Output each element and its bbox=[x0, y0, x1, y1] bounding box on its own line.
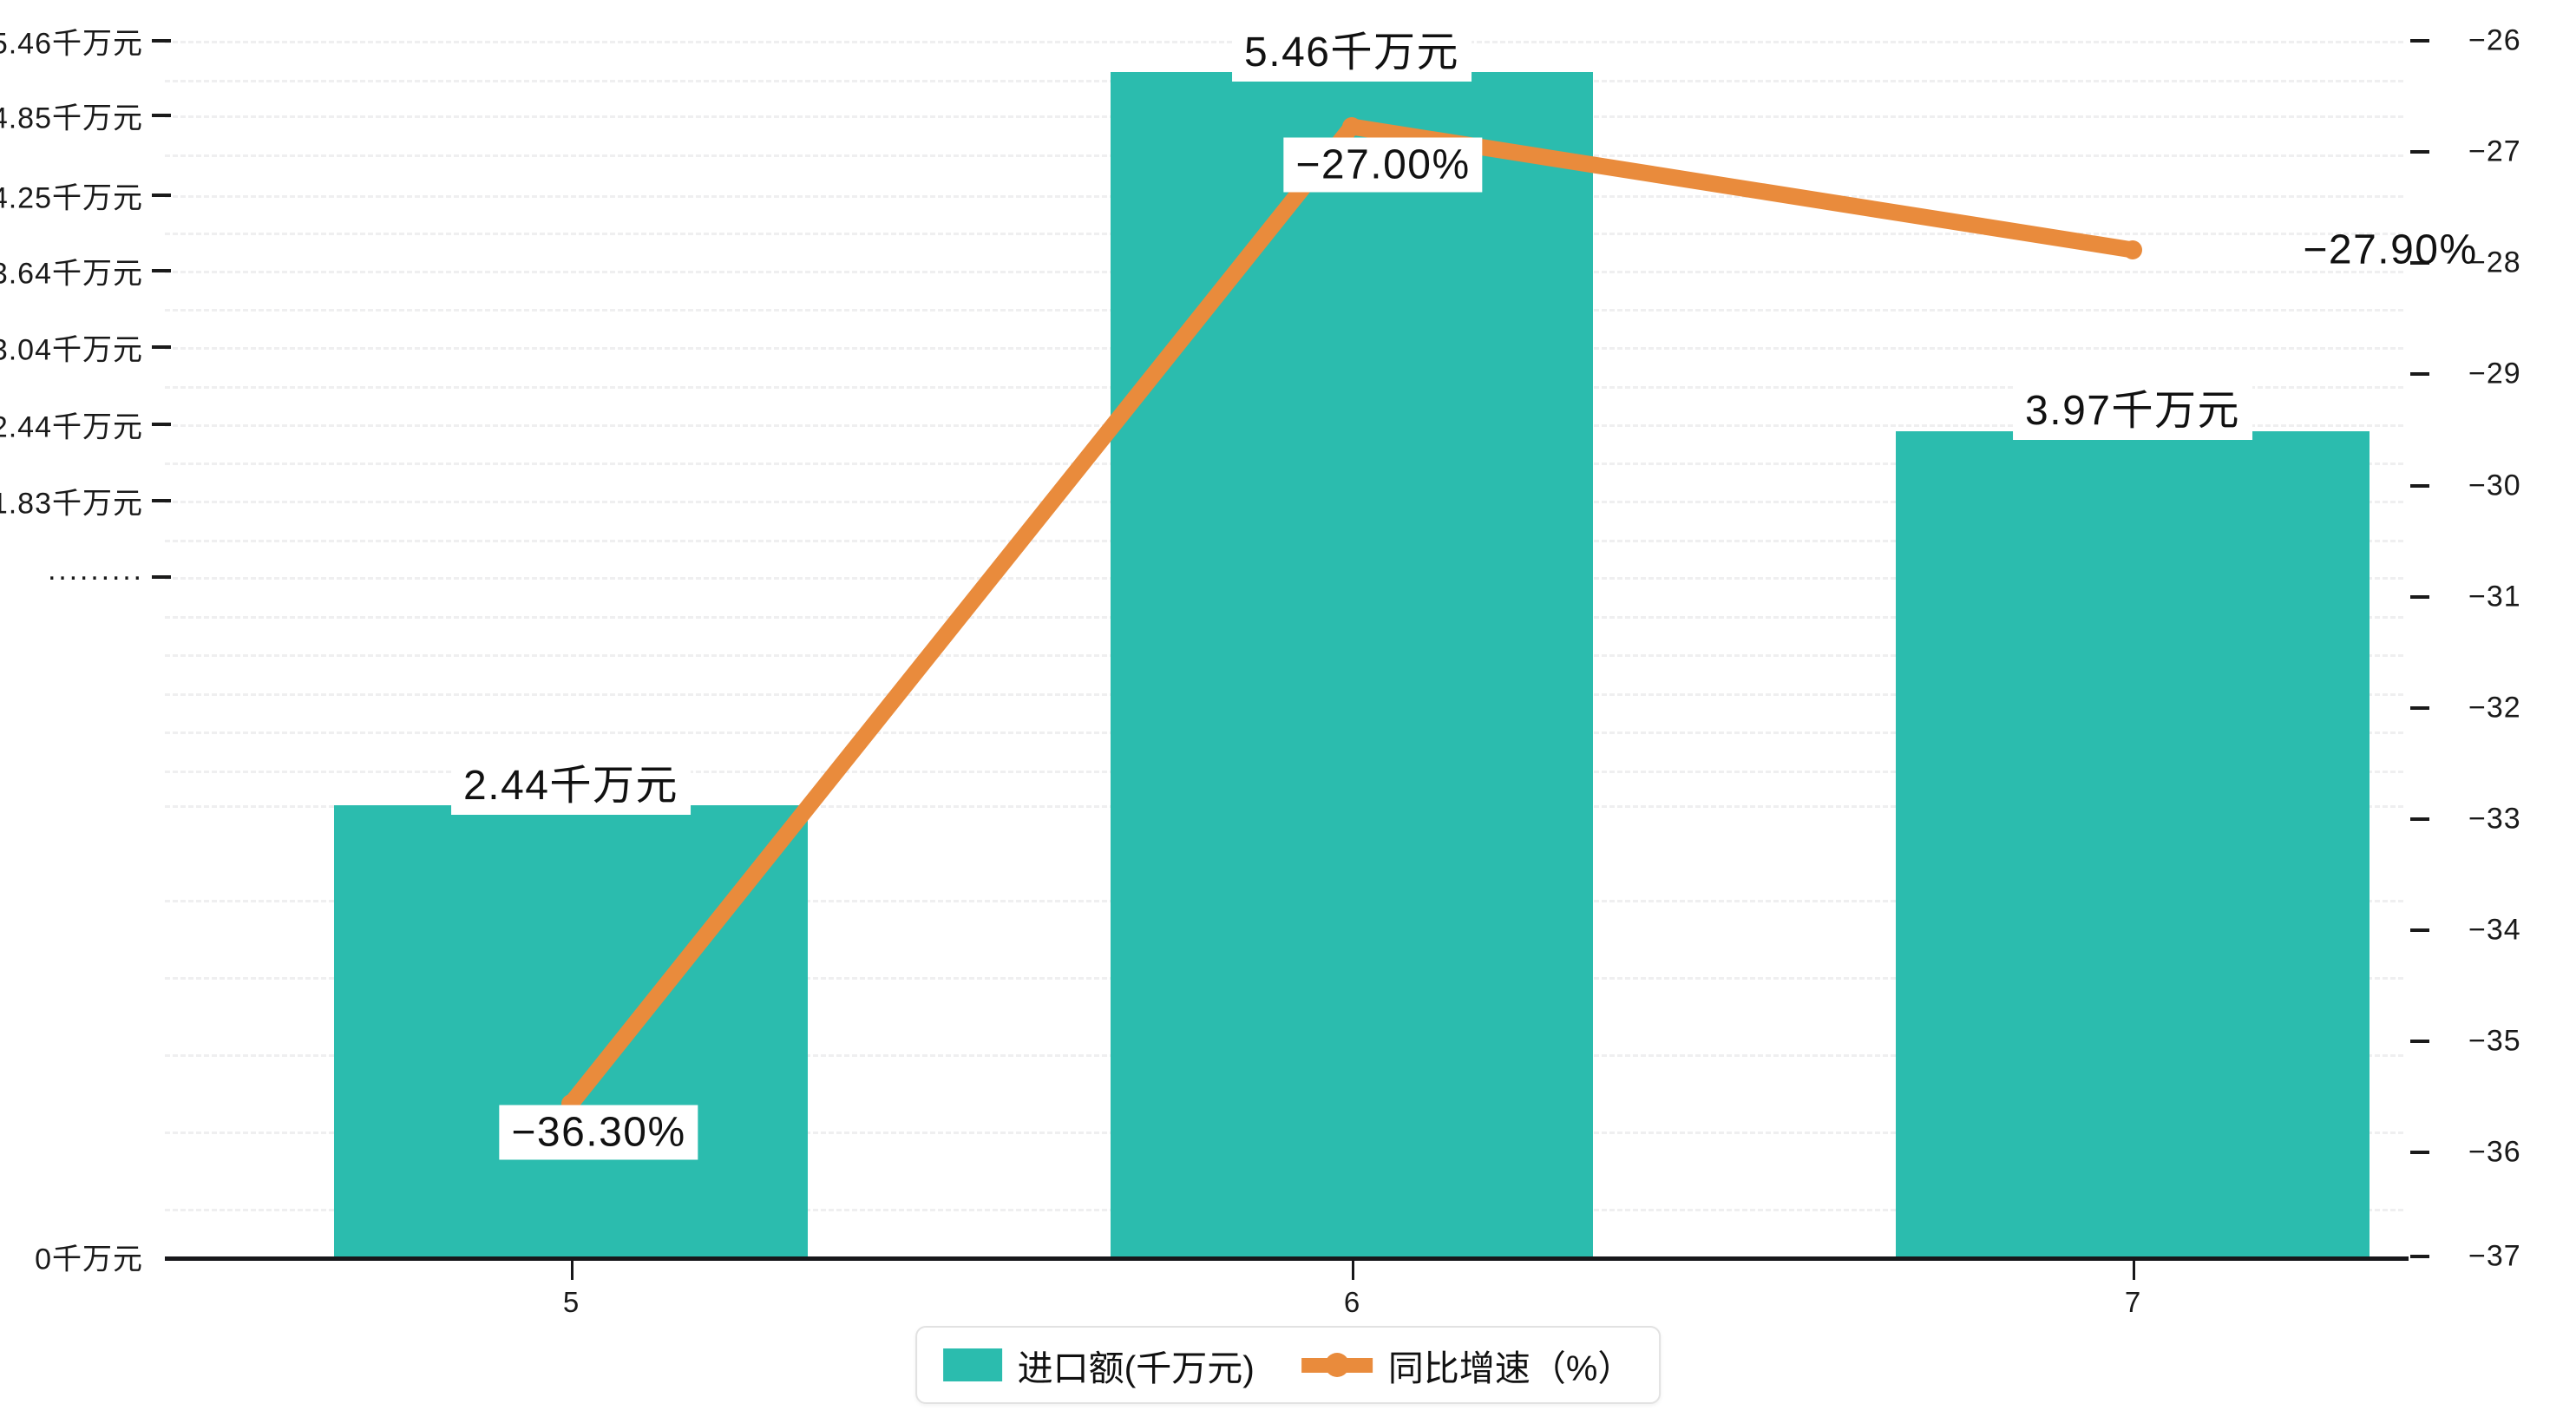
line-point-marker[interactable] bbox=[2123, 240, 2142, 259]
left-y-tick-label: 2.44千万元 bbox=[0, 410, 143, 444]
right-y-tickmark bbox=[2410, 928, 2429, 932]
left-y-tickmark bbox=[152, 575, 171, 579]
line-value-label: −27.00% bbox=[1283, 137, 1483, 193]
right-y-tickmark bbox=[2410, 39, 2429, 43]
left-y-tick-label: 4.85千万元 bbox=[0, 102, 143, 135]
x-tickmark bbox=[1352, 1261, 1354, 1280]
right-y-tick-label: −36 bbox=[2468, 1135, 2521, 1169]
line-value-label: −36.30% bbox=[499, 1105, 698, 1160]
right-y-tick-label: −35 bbox=[2468, 1024, 2521, 1058]
left-y-tickmark bbox=[152, 423, 171, 426]
line-value-label: −27.90% bbox=[2303, 226, 2478, 273]
left-y-axis: 5.46千万元 4.85千万元 4.25千万元 3.64千万元 3.04千万元 2.44千… bbox=[0, 0, 143, 1417]
left-y-tickmark bbox=[152, 194, 171, 197]
right-y-tickmark bbox=[2410, 484, 2429, 488]
legend-item-line-label: 同比增速（%） bbox=[1387, 1348, 1634, 1388]
legend-line-swatch-icon bbox=[1301, 1348, 1373, 1381]
bar[interactable] bbox=[1896, 431, 2370, 1256]
legend-item-bar-label: 进口额(千万元) bbox=[1017, 1348, 1255, 1388]
right-y-tickmark bbox=[2410, 372, 2429, 376]
right-y-tick-label: −32 bbox=[2468, 691, 2521, 725]
left-y-tick-label: 3.04千万元 bbox=[0, 333, 143, 367]
right-y-tickmark bbox=[2410, 1151, 2429, 1154]
x-tick-label: 7 bbox=[2124, 1286, 2141, 1318]
left-y-tickmark bbox=[152, 39, 171, 43]
right-y-tickmark bbox=[2410, 817, 2429, 821]
left-y-tick-label: ········· bbox=[47, 560, 143, 594]
x-tick-label: 6 bbox=[1343, 1286, 1360, 1318]
bar-value-label: 3.97千万元 bbox=[2013, 372, 2252, 440]
x-tick-label: 5 bbox=[562, 1286, 580, 1318]
legend[interactable]: 进口额(千万元) 同比增速（%） bbox=[914, 1326, 1662, 1404]
bar[interactable] bbox=[1111, 72, 1593, 1256]
legend-item-line[interactable]: 同比增速（%） bbox=[1301, 1339, 1633, 1391]
x-tickmark bbox=[2133, 1261, 2135, 1280]
right-y-tickmark bbox=[2410, 1040, 2429, 1043]
x-axis-line bbox=[165, 1256, 2409, 1261]
right-y-axis: −26 −27 −28 −29 −30 −31 −32 −33 −34 −35 −36 −37 bbox=[2429, 0, 2576, 1417]
x-tickmark bbox=[571, 1261, 574, 1280]
legend-item-bar[interactable]: 进口额(千万元) bbox=[942, 1339, 1255, 1391]
right-y-tick-label: −30 bbox=[2468, 469, 2521, 502]
legend-bar-swatch-icon bbox=[942, 1348, 1002, 1381]
right-y-tick-label: −31 bbox=[2468, 580, 2521, 613]
right-y-tick-label: −33 bbox=[2468, 802, 2521, 836]
right-y-tick-label: −28 bbox=[2468, 246, 2521, 279]
right-y-tickmark bbox=[2410, 1255, 2429, 1258]
left-y-tick-label: 5.46千万元 bbox=[0, 27, 143, 61]
left-y-tick-label: 3.64千万元 bbox=[0, 257, 143, 291]
right-y-tick-label: −34 bbox=[2468, 913, 2521, 947]
right-y-tick-label: −26 bbox=[2468, 23, 2521, 57]
right-y-tick-label: −27 bbox=[2468, 134, 2521, 168]
right-y-tickmark bbox=[2410, 595, 2429, 599]
right-y-tick-label: −29 bbox=[2468, 357, 2521, 390]
left-y-tickmark bbox=[152, 114, 171, 117]
left-y-tick-label: 0千万元 bbox=[35, 1243, 143, 1276]
right-y-tickmark bbox=[2410, 706, 2429, 710]
bar-value-label: 2.44千万元 bbox=[451, 747, 691, 815]
bar-value-label: 5.46千万元 bbox=[1232, 14, 1472, 82]
bar[interactable] bbox=[334, 805, 808, 1256]
right-y-tickmark bbox=[2410, 150, 2429, 154]
right-y-tickmark bbox=[2410, 261, 2429, 265]
right-y-tick-label: −37 bbox=[2468, 1239, 2521, 1273]
left-y-tickmark bbox=[152, 269, 171, 272]
left-y-tick-label: 1.83千万元 bbox=[0, 487, 143, 521]
left-y-tick-label: 4.25千万元 bbox=[0, 181, 143, 215]
left-y-tickmark bbox=[152, 345, 171, 349]
left-y-tickmark bbox=[152, 499, 171, 502]
